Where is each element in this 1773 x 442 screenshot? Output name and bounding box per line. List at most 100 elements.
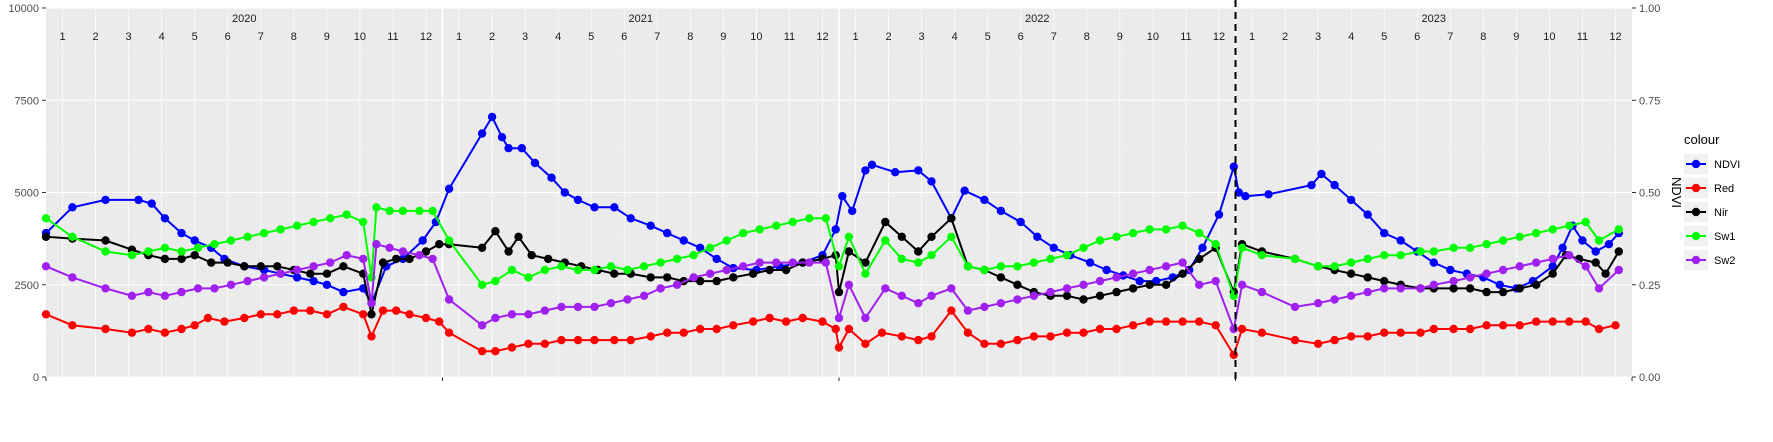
- data-point: [1565, 221, 1574, 230]
- data-point: [867, 160, 877, 169]
- data-point: [573, 265, 583, 275]
- y-tick-label: 5000: [15, 188, 39, 200]
- data-point: [914, 166, 923, 175]
- month-label: 5: [985, 31, 991, 43]
- data-point: [639, 291, 649, 300]
- year-label: 2021: [629, 13, 653, 25]
- data-point: [1532, 258, 1541, 267]
- month-label: 6: [621, 31, 627, 43]
- month-label: 4: [555, 31, 561, 43]
- data-point: [1313, 339, 1323, 348]
- data-point: [68, 321, 77, 330]
- data-point: [1330, 335, 1339, 345]
- data-point: [203, 313, 213, 323]
- month-label: 2: [93, 31, 99, 43]
- data-point: [960, 186, 969, 195]
- data-point: [421, 313, 431, 323]
- data-point: [1363, 210, 1372, 219]
- data-point: [663, 228, 672, 238]
- data-point: [996, 206, 1006, 216]
- data-point: [1211, 240, 1220, 249]
- data-point: [367, 310, 376, 319]
- month-label: 1: [1249, 31, 1255, 43]
- data-point: [1046, 254, 1055, 264]
- data-point: [1095, 291, 1105, 300]
- month-label: 9: [324, 31, 330, 43]
- data-point: [834, 287, 844, 297]
- data-point: [1313, 262, 1323, 271]
- data-point: [834, 262, 844, 271]
- y2-tick-label: 0.25: [1639, 280, 1660, 292]
- data-point: [897, 232, 906, 241]
- data-point: [848, 206, 857, 216]
- data-point: [256, 262, 265, 271]
- data-point: [1558, 243, 1567, 252]
- data-point: [1482, 287, 1491, 297]
- data-point: [1290, 335, 1300, 345]
- data-point: [367, 299, 376, 308]
- data-point: [1532, 228, 1541, 238]
- data-point: [672, 280, 682, 289]
- data-point: [1446, 265, 1455, 275]
- data-point: [507, 310, 517, 319]
- data-point: [722, 265, 731, 275]
- data-point: [101, 324, 110, 334]
- year-label: 2022: [1025, 13, 1049, 25]
- data-point: [1515, 232, 1524, 241]
- data-point: [755, 258, 764, 267]
- data-point: [1102, 265, 1111, 275]
- month-label: 12: [420, 31, 432, 43]
- data-point: [663, 328, 672, 337]
- data-point: [1548, 269, 1557, 278]
- data-point: [897, 332, 906, 341]
- data-point: [646, 332, 655, 341]
- legend-key-point: [1691, 255, 1701, 265]
- data-point: [223, 258, 232, 267]
- data-point: [861, 313, 870, 323]
- data-point: [309, 276, 318, 286]
- data-point: [127, 251, 137, 260]
- data-point: [1062, 328, 1072, 337]
- data-point: [1046, 287, 1055, 297]
- data-point: [41, 232, 51, 241]
- data-point: [259, 228, 269, 238]
- data-point: [1449, 243, 1458, 252]
- data-point: [861, 269, 870, 278]
- data-point: [1396, 328, 1405, 337]
- legend-label: NDVI: [1714, 159, 1740, 171]
- data-point: [41, 310, 51, 319]
- data-point: [359, 254, 368, 264]
- data-point: [1317, 169, 1326, 179]
- data-point: [1565, 251, 1574, 260]
- data-point: [996, 262, 1006, 271]
- data-point: [590, 265, 599, 275]
- data-point: [821, 214, 830, 223]
- data-point: [1380, 284, 1389, 293]
- data-point: [127, 291, 137, 300]
- data-point: [772, 221, 781, 230]
- data-point: [378, 306, 388, 315]
- data-point: [147, 199, 156, 208]
- data-point: [739, 228, 748, 238]
- data-point: [980, 265, 989, 275]
- data-point: [1565, 317, 1574, 326]
- data-point: [1013, 280, 1022, 289]
- data-point: [696, 324, 705, 334]
- legend-label: Nir: [1714, 207, 1728, 219]
- data-point: [557, 262, 566, 271]
- data-point: [573, 302, 583, 312]
- data-point: [1264, 190, 1273, 199]
- data-point: [881, 236, 890, 245]
- data-point: [144, 247, 153, 256]
- data-point: [1079, 243, 1088, 252]
- data-point: [372, 240, 381, 249]
- data-point: [491, 276, 500, 286]
- month-label: 4: [952, 31, 958, 43]
- right-axis-title: NDVI: [1669, 177, 1684, 208]
- month-label: 1: [59, 31, 65, 43]
- series-layer: [41, 112, 1624, 360]
- data-point: [590, 335, 599, 345]
- month-label: 4: [1348, 31, 1354, 43]
- data-point: [292, 265, 302, 275]
- y2-tick-label: 0.50: [1639, 188, 1660, 200]
